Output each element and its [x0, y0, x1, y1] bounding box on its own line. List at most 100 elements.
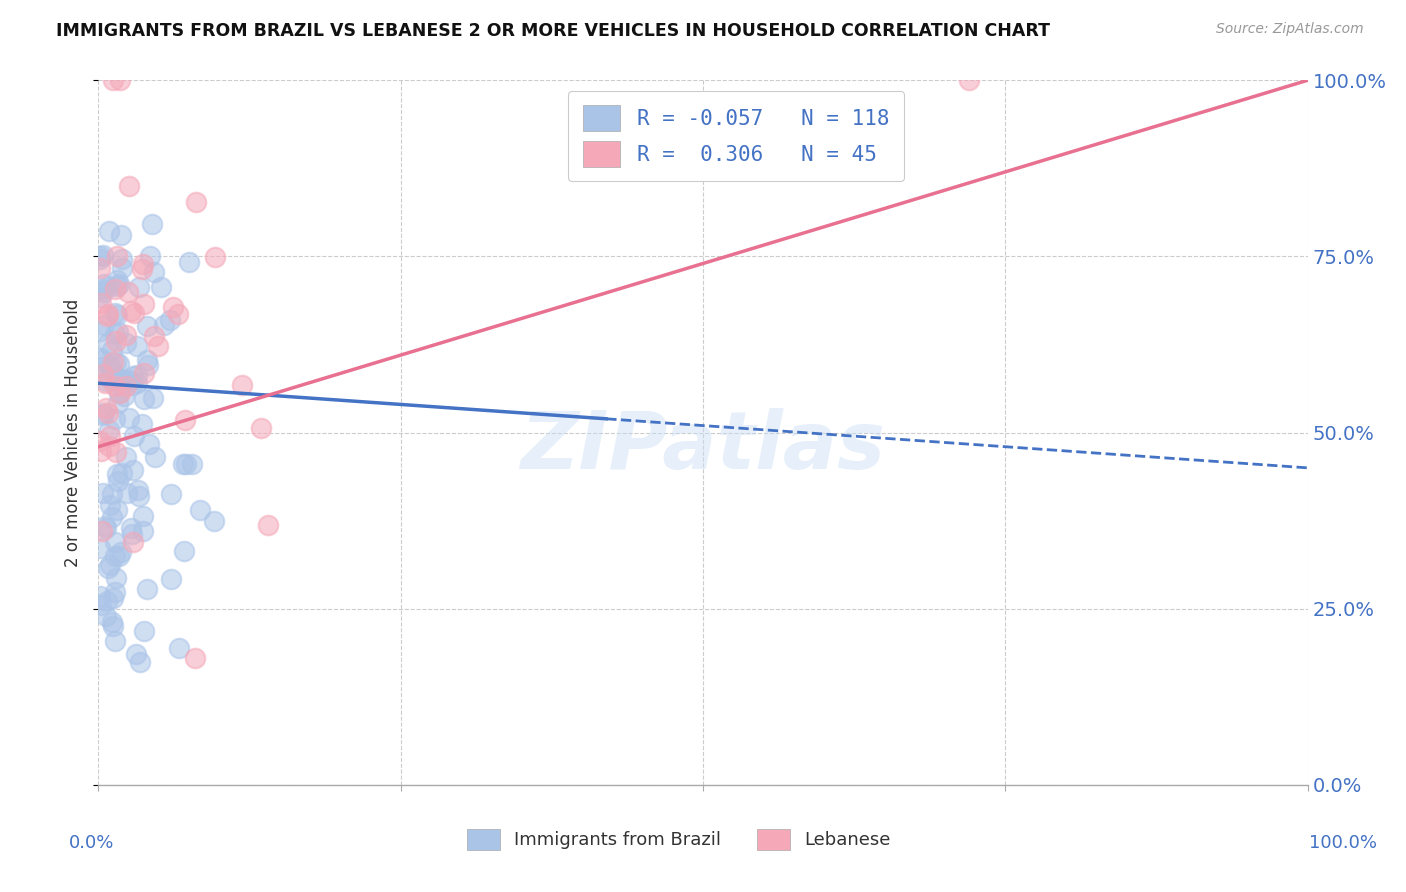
Point: [124, 306, 146, 320]
Point: [108, 549, 131, 563]
Point: [105, 273, 128, 287]
Point: [132, 297, 155, 311]
Point: [134, 624, 156, 638]
Point: [111, 466, 134, 480]
Point: [139, 249, 162, 263]
Point: [120, 521, 142, 535]
Point: [115, 373, 138, 387]
Point: [143, 329, 166, 343]
Point: [162, 300, 184, 314]
Point: [97, 280, 120, 294]
Point: [105, 374, 128, 388]
Point: [115, 486, 138, 500]
Point: [141, 217, 163, 231]
Point: [127, 483, 149, 497]
Point: [122, 534, 145, 549]
Point: [93, 376, 115, 391]
Point: [104, 534, 127, 549]
Point: [117, 285, 139, 300]
Point: [127, 338, 149, 352]
Point: [121, 526, 143, 541]
Point: [94, 518, 117, 533]
Point: [107, 467, 129, 481]
Point: [143, 265, 166, 279]
Point: [128, 279, 150, 293]
Point: [101, 591, 124, 605]
Point: [93, 367, 115, 381]
Point: [97, 307, 120, 321]
Point: [98, 439, 121, 453]
Point: [100, 360, 122, 375]
Point: [91, 406, 114, 420]
Point: [131, 508, 153, 523]
Point: [89, 260, 111, 275]
Point: [105, 355, 128, 369]
Point: [169, 641, 191, 656]
Point: [132, 257, 155, 271]
Point: [202, 514, 225, 528]
Point: [110, 372, 132, 386]
Point: [115, 450, 138, 464]
Point: [96, 594, 118, 608]
Point: [131, 262, 153, 277]
Point: [89, 589, 111, 603]
Point: [104, 585, 127, 599]
Point: [98, 423, 121, 437]
Point: [105, 503, 128, 517]
Point: [97, 335, 120, 350]
Point: [134, 366, 156, 380]
Point: [110, 545, 132, 559]
Point: [96, 309, 118, 323]
Point: [101, 343, 124, 358]
Point: [114, 328, 136, 343]
Point: [89, 434, 111, 448]
Point: [105, 249, 128, 264]
Point: [118, 178, 141, 194]
Point: [90, 296, 112, 310]
Point: [136, 318, 159, 333]
Point: [100, 487, 122, 501]
Point: [90, 598, 112, 612]
Point: [173, 544, 195, 558]
Point: [132, 524, 155, 539]
Point: [98, 558, 121, 572]
Point: [108, 277, 131, 291]
Point: [93, 318, 115, 332]
Point: [135, 353, 157, 368]
Point: [125, 647, 148, 661]
Point: [257, 517, 280, 532]
Point: [97, 224, 120, 238]
Point: [100, 510, 122, 524]
Point: [101, 73, 124, 87]
Point: [160, 487, 183, 501]
Point: [91, 486, 114, 500]
Point: [110, 227, 132, 242]
Point: [90, 282, 112, 296]
Point: [129, 655, 152, 669]
Point: [104, 412, 127, 426]
Point: [107, 395, 129, 409]
Point: [957, 73, 980, 87]
Point: [93, 277, 115, 292]
Text: 0.0%: 0.0%: [69, 834, 114, 852]
Point: [131, 417, 153, 431]
Point: [97, 560, 120, 574]
Point: [91, 285, 114, 300]
Point: [112, 389, 135, 403]
Point: [89, 250, 111, 264]
Point: [167, 306, 190, 320]
Point: [150, 280, 173, 294]
Point: [101, 354, 124, 368]
Point: [97, 406, 120, 420]
Point: [181, 457, 204, 471]
Point: [89, 541, 111, 555]
Point: [94, 401, 117, 415]
Point: [114, 335, 136, 350]
Point: [125, 376, 148, 391]
Legend: Immigrants from Brazil, Lebanese: Immigrants from Brazil, Lebanese: [460, 822, 897, 857]
Point: [104, 445, 127, 459]
Point: [98, 372, 121, 386]
Point: [105, 279, 128, 293]
Point: [121, 369, 143, 384]
Point: [142, 392, 165, 406]
